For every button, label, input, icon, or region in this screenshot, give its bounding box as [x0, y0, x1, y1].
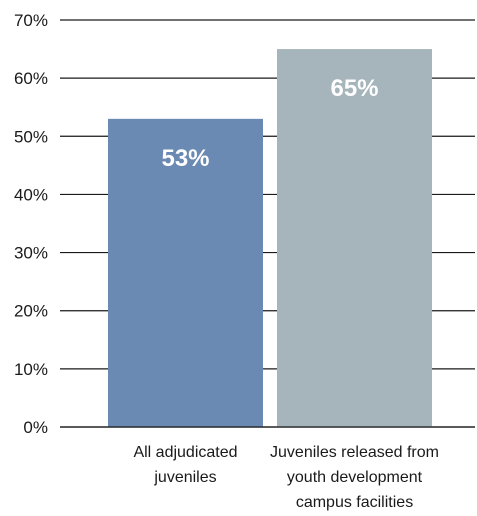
category-label: youth development	[287, 469, 423, 486]
y-tick-label: 30%	[14, 244, 48, 263]
data-label: 53%	[161, 145, 209, 172]
y-tick-label: 70%	[14, 11, 48, 30]
category-label: Juveniles released from	[270, 444, 439, 461]
bar-1	[277, 49, 432, 427]
category-labels: All adjudicated juveniles Juveniles releas…	[60, 426, 475, 511]
category-label: juveniles	[153, 469, 216, 486]
y-tick-label: 20%	[14, 302, 48, 321]
bars	[108, 49, 432, 427]
data-labels: 53% 65%	[161, 75, 378, 172]
y-tick-label: 40%	[14, 185, 48, 204]
y-axis-ticks: 0% 10% 20% 30% 40% 50% 60% 70%	[14, 11, 48, 437]
y-tick-label: 10%	[14, 360, 48, 379]
y-tick-label: 0%	[23, 418, 48, 437]
y-tick-label: 60%	[14, 69, 48, 88]
data-label: 65%	[330, 75, 378, 102]
category-label: campus facilities	[296, 494, 413, 511]
y-tick-label: 50%	[14, 127, 48, 146]
bar-0	[108, 118, 263, 427]
category-label: All adjudicated	[133, 444, 237, 461]
